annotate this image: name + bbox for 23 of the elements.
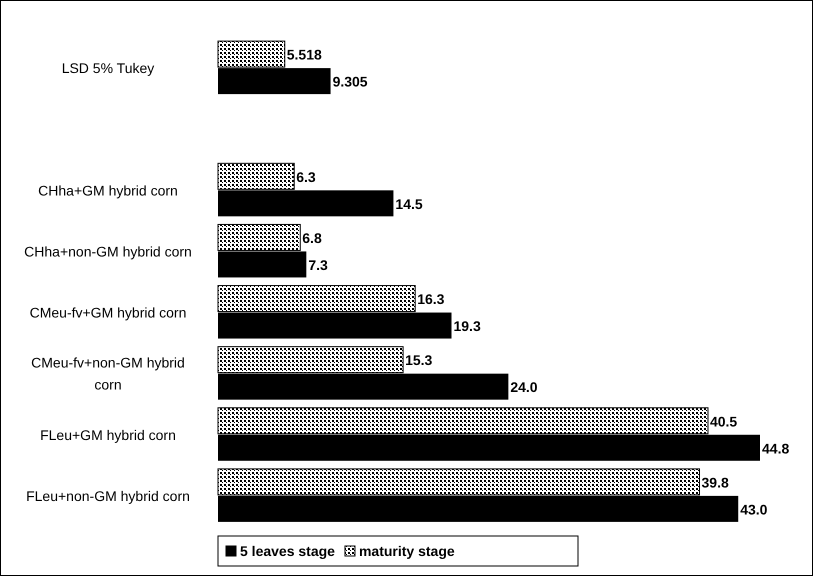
- data-label: 40.5: [710, 413, 738, 430]
- y-tick-label: FLeu+non-GM hybrid corn: [26, 488, 190, 504]
- y-tick-label: CHha+GM hybrid corn: [38, 182, 178, 198]
- y-tick-label: CMeu-fv+non-GM hybrid corn: [31, 354, 185, 393]
- y-tick-label: CMeu-fv+GM hybrid corn: [30, 304, 186, 321]
- data-label: 9.305: [332, 74, 368, 90]
- data-label: 5.518: [286, 46, 322, 63]
- legend-label: 5 leaves stage: [240, 543, 336, 559]
- y-tick-label: FLeu+GM hybrid corn: [40, 426, 176, 443]
- data-label: 16.3: [417, 291, 445, 308]
- y-tick-label: CHha+non-GM hybrid corn: [24, 243, 192, 260]
- data-label: 24.0: [510, 379, 538, 396]
- data-label: 44.8: [762, 440, 790, 456]
- data-label: 6.3: [296, 168, 316, 185]
- data-label: 19.3: [453, 318, 481, 334]
- y-tick-label: LSD 5% Tukey: [62, 60, 154, 76]
- data-label: 7.3: [308, 256, 328, 273]
- data-label: 14.5: [395, 196, 423, 212]
- data-label: 43.0: [740, 501, 768, 518]
- legend-label: maturity stage: [358, 543, 455, 559]
- data-label: 39.8: [702, 474, 729, 490]
- data-label: 15.3: [405, 352, 433, 368]
- data-label: 6.8: [302, 230, 322, 246]
